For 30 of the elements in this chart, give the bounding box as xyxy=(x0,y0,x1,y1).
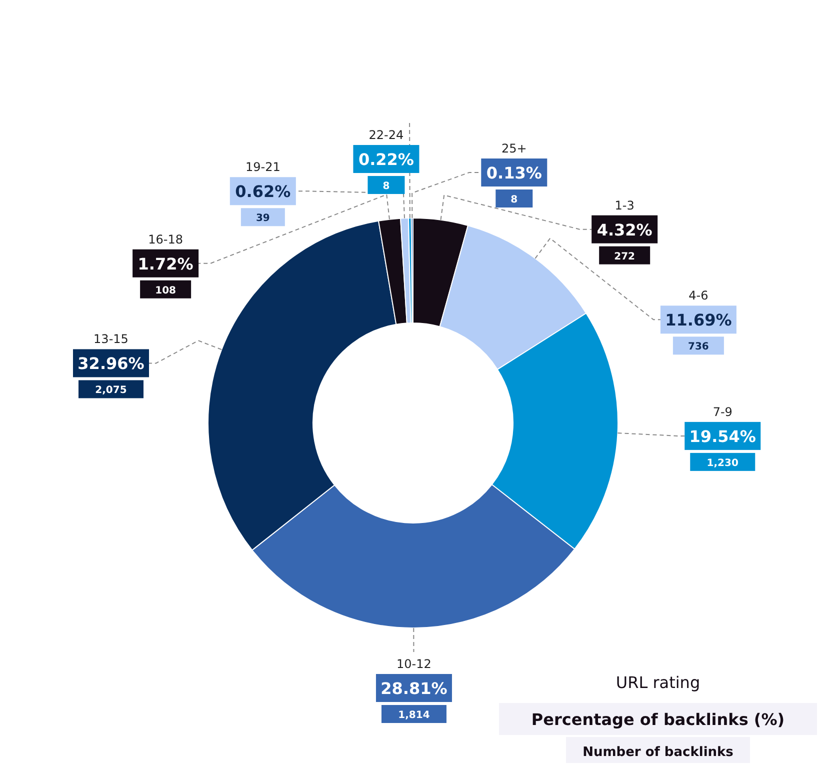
data-label: 19.54% xyxy=(689,426,756,446)
text: 272 xyxy=(614,251,636,262)
slice-label: 19-21 xyxy=(245,160,280,174)
slice-label: 4-6 xyxy=(688,288,708,303)
text: 736 xyxy=(688,342,709,353)
slice-label: 1-3 xyxy=(614,198,634,212)
data-label: 0.13% xyxy=(486,164,542,182)
text: Number of backlinks xyxy=(582,745,734,760)
slice-label: 7-9 xyxy=(712,404,732,419)
data-label: 32.96% xyxy=(78,354,144,374)
data-label: 1.72% xyxy=(138,254,194,274)
data-label: 0.62% xyxy=(235,182,291,202)
data-label: 28.81% xyxy=(380,679,448,698)
text: URL rating xyxy=(616,673,700,692)
text: 2,075 xyxy=(95,385,127,396)
slice-label: 22-24 xyxy=(368,128,404,142)
text: Percentage of backlinks (%) xyxy=(531,710,785,729)
slice-label: 25+ xyxy=(501,142,527,156)
slice-label: 10-12 xyxy=(396,657,432,671)
data-label: 4.32% xyxy=(596,220,652,240)
text: 39 xyxy=(256,213,270,224)
data-label: 11.69% xyxy=(665,310,732,330)
slice-label: 16-18 xyxy=(148,232,183,246)
slice-label: 13-15 xyxy=(94,332,128,346)
text: 8 xyxy=(510,194,518,206)
text: 1,230 xyxy=(706,458,738,469)
text: 8 xyxy=(382,180,390,192)
text: 1,814 xyxy=(398,710,430,721)
text: 108 xyxy=(155,285,176,296)
data-label: 0.22% xyxy=(358,150,414,169)
